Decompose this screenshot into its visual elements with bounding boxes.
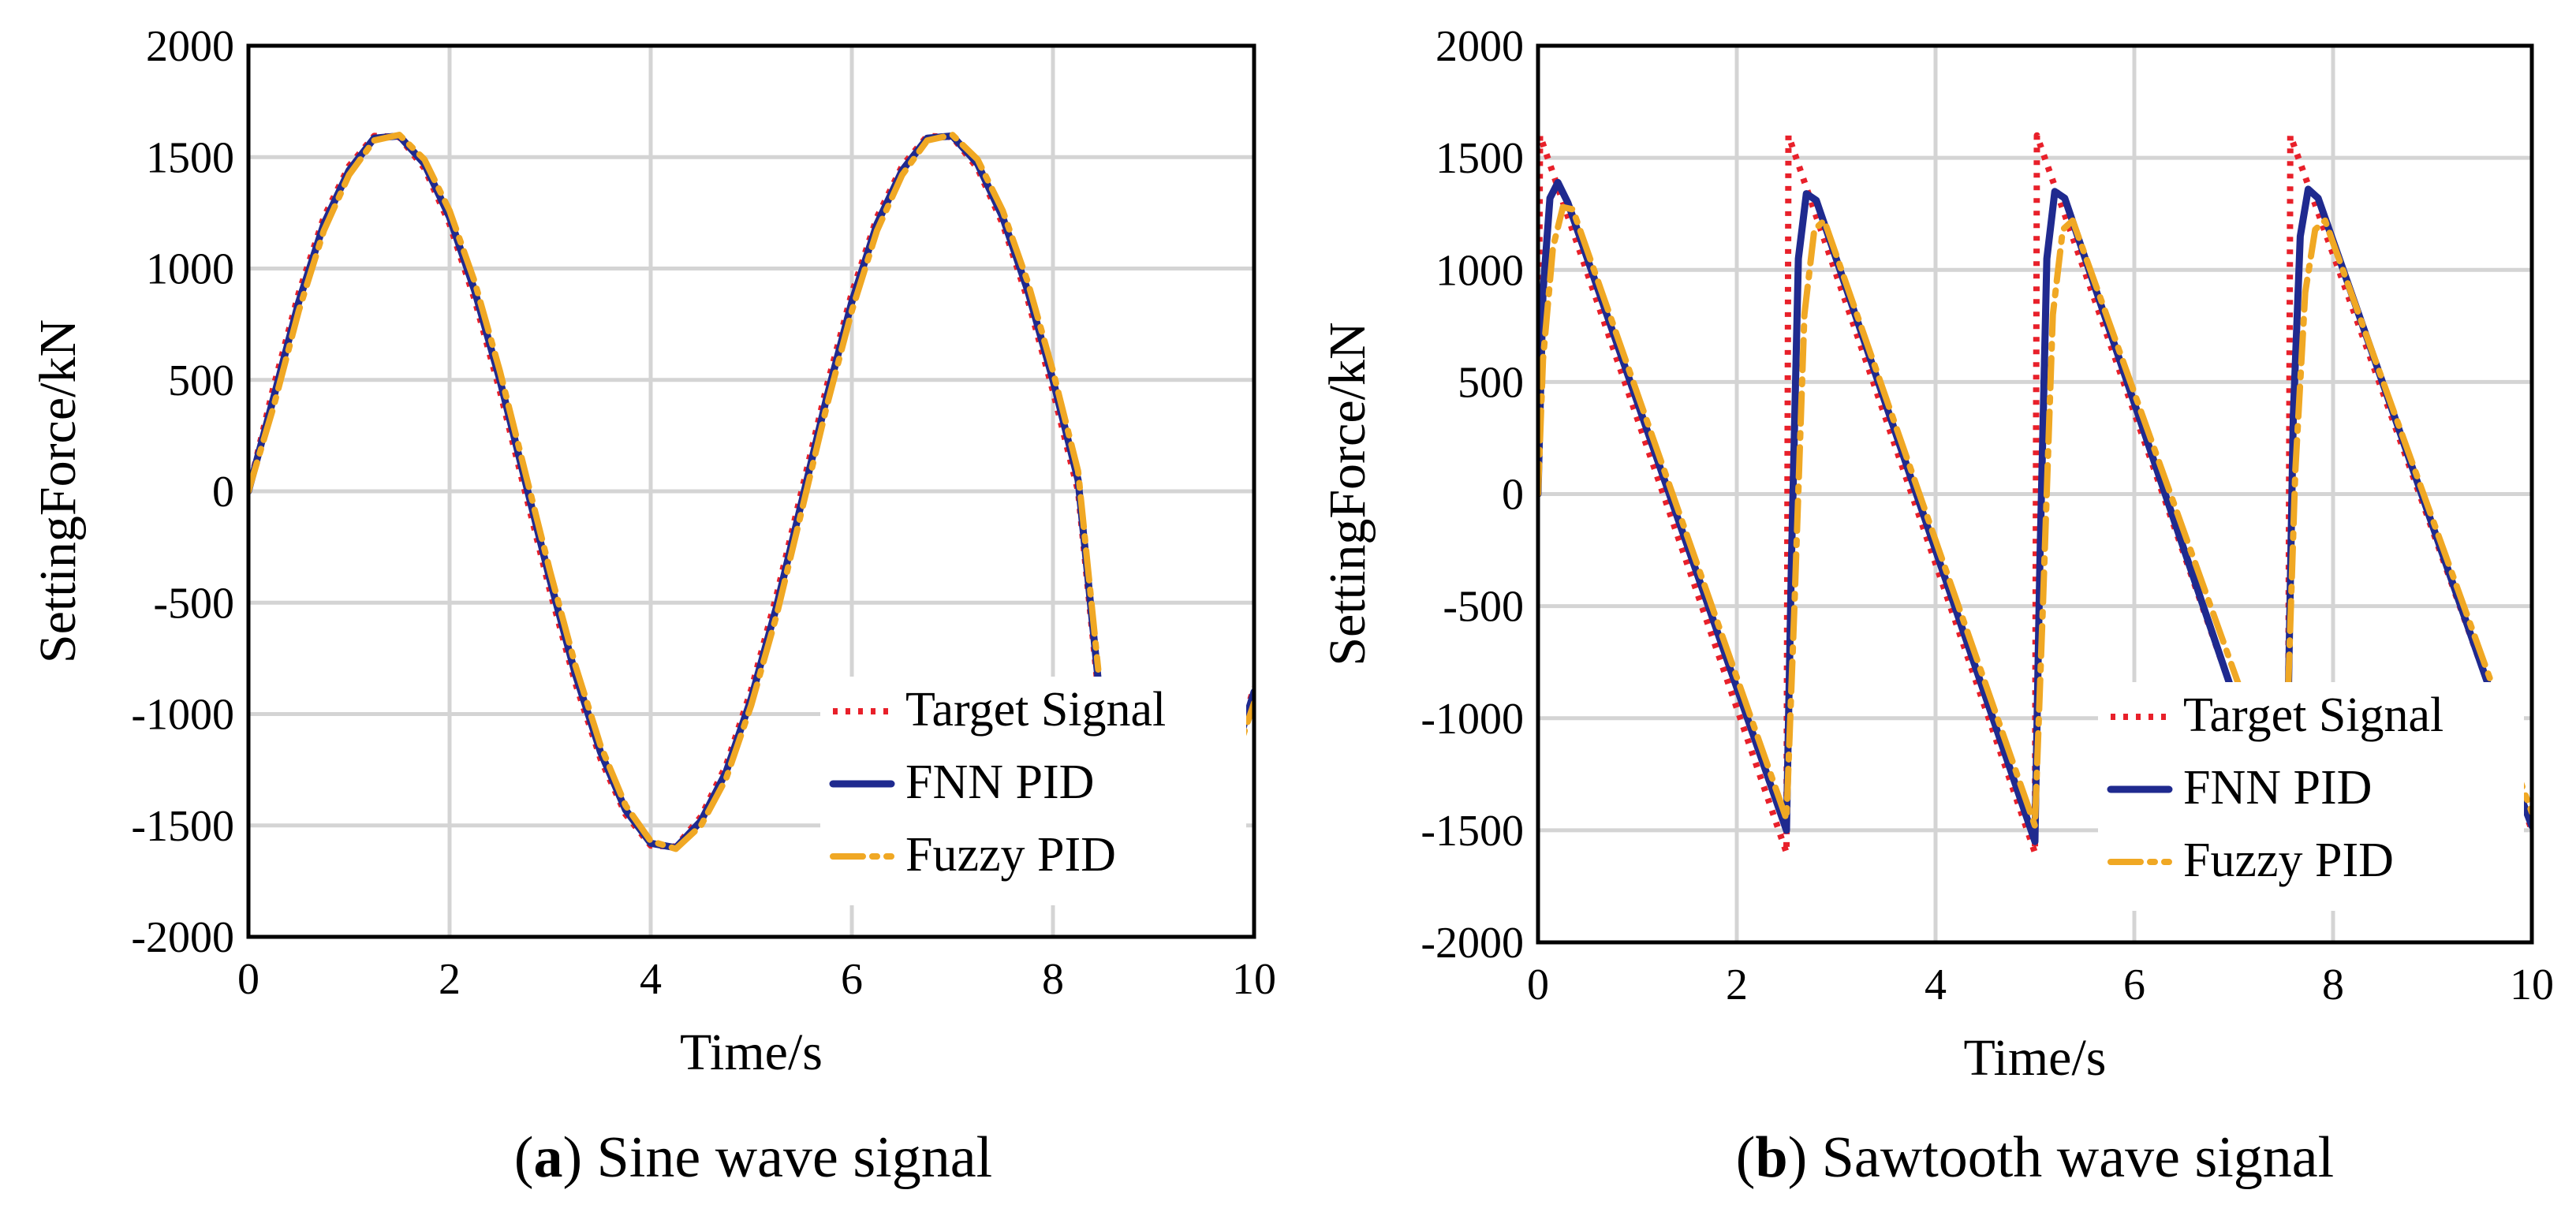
panel-a: 0 2 4 6 8 10 2000 1500 1000 500 0 -500 -1000 -1500 -20… xyxy=(29,22,1276,1190)
series-line-fuzzy-pid xyxy=(248,132,1102,852)
y-tick-label: -2000 xyxy=(131,913,234,962)
axes-frame xyxy=(1536,43,2534,945)
caption-paren: ( xyxy=(514,1125,534,1190)
y-tick-label: 2000 xyxy=(1435,22,1524,71)
x-tick-label: 4 xyxy=(640,955,662,1004)
caption-paren: ) xyxy=(563,1125,597,1190)
y-tick-label: 1500 xyxy=(146,133,234,182)
legend-box xyxy=(820,677,1246,905)
panel-caption: (a) Sine wave signal xyxy=(514,1125,992,1190)
y-tick-label: -1500 xyxy=(1421,807,1524,856)
legend-label: Fuzzy PID xyxy=(905,828,1116,882)
x-tick-label: 8 xyxy=(1042,955,1064,1004)
y-tick-label: 500 xyxy=(168,356,234,405)
series-line-target-signal xyxy=(1538,132,2237,856)
caption-text: Sawtooth wave signal xyxy=(1822,1125,2334,1190)
x-axis-label: Time/s xyxy=(1964,1029,2107,1087)
caption-paren: ( xyxy=(1736,1125,1756,1190)
x-tick-label: 2 xyxy=(1726,960,1748,1009)
legend-box xyxy=(2098,682,2524,911)
y-tick-label: -500 xyxy=(1443,583,1524,632)
x-tick-label: 10 xyxy=(1232,955,1276,1004)
axes-frame xyxy=(246,43,1256,939)
y-tick-label: -1000 xyxy=(131,691,234,740)
panel-caption: (b) Sawtooth wave signal xyxy=(1736,1125,2334,1190)
caption-paren: ) xyxy=(1788,1125,1822,1190)
series-line-fnn-pid xyxy=(1538,178,2238,845)
legend-label: Target Signal xyxy=(2183,688,2443,742)
y-tick-label: 2000 xyxy=(146,22,234,71)
y-tick-label: 1000 xyxy=(1435,246,1524,295)
y-tick-label: -1500 xyxy=(131,802,234,851)
x-tick-label: 6 xyxy=(841,955,863,1004)
x-tick-label: 10 xyxy=(2510,960,2554,1009)
y-tick-label: 1500 xyxy=(1435,134,1524,183)
y-axis-label: SettingForce/kN xyxy=(1319,322,1376,666)
x-tick-label: 4 xyxy=(1925,960,1947,1009)
legend-label: Fuzzy PID xyxy=(2183,834,2394,887)
series-line-fuzzy-pid xyxy=(1538,203,2242,830)
x-tick-label: 6 xyxy=(2123,960,2145,1009)
legend-label: Target Signal xyxy=(905,683,1166,737)
x-tick-label: 2 xyxy=(439,955,461,1004)
y-tick-label: -2000 xyxy=(1421,919,1524,968)
x-tick-label: 8 xyxy=(2322,960,2344,1009)
y-tick-label: 500 xyxy=(1458,358,1524,407)
y-tick-label: 0 xyxy=(1502,471,1524,520)
series-group xyxy=(1538,132,2532,856)
x-tick-label: 0 xyxy=(237,955,259,1004)
y-tick-label: 1000 xyxy=(146,245,234,294)
legend-label: FNN PID xyxy=(2183,761,2372,815)
x-axis-label: Time/s xyxy=(680,1024,823,1081)
caption-text: Sine wave signal xyxy=(597,1125,992,1190)
x-tick-label: 0 xyxy=(1527,960,1549,1009)
y-axis-label: SettingForce/kN xyxy=(29,319,87,663)
panel-b: 0 2 4 6 8 10 2000 1500 1000 500 0 -500 -1000 -1500 -20… xyxy=(1319,22,2554,1190)
caption-letter: a xyxy=(534,1125,563,1190)
y-tick-label: -1000 xyxy=(1421,695,1524,744)
y-tick-label: -500 xyxy=(153,579,234,628)
series-line-fuzzy-pid xyxy=(2285,217,2496,688)
y-tick-label: 0 xyxy=(212,468,234,517)
legend-label: FNN PID xyxy=(905,755,1094,809)
caption-letter: b xyxy=(1755,1125,1787,1190)
